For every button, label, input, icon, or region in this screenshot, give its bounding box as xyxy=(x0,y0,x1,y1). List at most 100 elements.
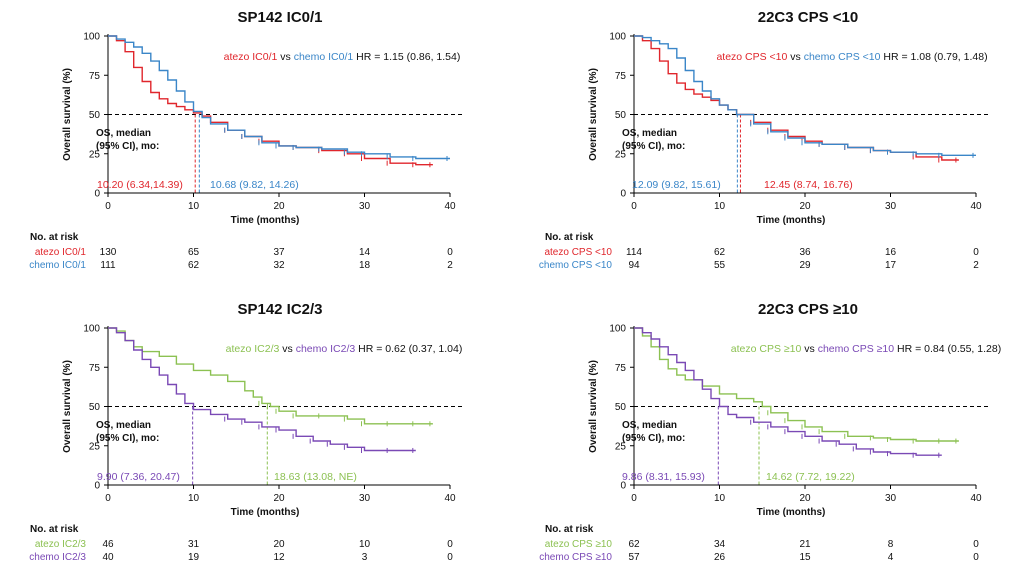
chart-title: SP142 IC2/3 xyxy=(237,301,322,318)
y-axis-label: Overall survival (%) xyxy=(588,68,599,161)
risk-row-label: atezo IC0/1 xyxy=(35,247,87,258)
os-median-heading: OS, median xyxy=(622,420,677,431)
risk-table-header: No. at risk xyxy=(545,232,594,243)
risk-count: 0 xyxy=(973,552,979,563)
x-tick-label: 20 xyxy=(273,493,285,504)
y-tick-label: 100 xyxy=(609,324,626,335)
risk-table-header: No. at risk xyxy=(30,232,79,243)
y-tick-label: 25 xyxy=(615,441,627,452)
risk-count: 8 xyxy=(888,539,894,550)
x-tick-label: 10 xyxy=(188,201,200,212)
y-tick-label: 75 xyxy=(615,363,627,374)
x-tick-label: 30 xyxy=(359,493,371,504)
legend-series-a: atezo IC2/3 xyxy=(226,343,283,355)
risk-count: 46 xyxy=(102,539,114,550)
median-label-b: 10.68 (9.82, 14.26) xyxy=(210,179,299,191)
os-median-heading: OS, median xyxy=(96,420,151,431)
risk-count: 31 xyxy=(188,539,200,550)
risk-count: 4 xyxy=(888,552,894,563)
risk-count: 16 xyxy=(885,247,897,258)
legend-vs: vs xyxy=(282,343,295,355)
risk-count: 0 xyxy=(973,247,979,258)
risk-count: 130 xyxy=(100,247,117,258)
hazard-ratio: HR = 0.84 (0.55, 1.28) xyxy=(897,343,1001,355)
chart-title: 22C3 CPS ≥10 xyxy=(758,301,858,318)
hazard-ratio: HR = 1.15 (0.86, 1.54) xyxy=(356,51,460,63)
risk-count: 32 xyxy=(273,260,285,271)
y-tick-label: 0 xyxy=(94,481,100,492)
legend-vs: vs xyxy=(280,51,293,63)
risk-count: 57 xyxy=(628,552,640,563)
x-tick-label: 40 xyxy=(444,493,456,504)
y-axis-label: Overall survival (%) xyxy=(62,68,73,161)
y-tick-label: 50 xyxy=(615,402,627,413)
legend-series-b: chemo CPS <10 xyxy=(804,51,884,63)
risk-count: 94 xyxy=(628,260,640,271)
risk-count: 21 xyxy=(799,539,811,550)
risk-count: 37 xyxy=(273,247,285,258)
risk-count: 55 xyxy=(714,260,726,271)
y-axis-label: Overall survival (%) xyxy=(588,360,599,453)
risk-count: 65 xyxy=(188,247,200,258)
x-tick-label: 0 xyxy=(105,201,111,212)
hazard-ratio: HR = 1.08 (0.79, 1.48) xyxy=(883,51,987,63)
y-tick-label: 25 xyxy=(89,441,101,452)
risk-count: 34 xyxy=(714,539,726,550)
x-tick-label: 20 xyxy=(273,201,285,212)
risk-row-label: atezo CPS <10 xyxy=(544,247,612,258)
chart-title: SP142 IC0/1 xyxy=(237,9,322,26)
risk-count: 2 xyxy=(447,260,453,271)
median-label-a: 18.63 (13.08, NE) xyxy=(274,471,357,483)
risk-table-header: No. at risk xyxy=(30,524,79,535)
legend-series-b: chemo CPS ≥10 xyxy=(818,343,897,355)
hr-legend: atezo CPS <10 vs chemo CPS <10 HR = 1.08… xyxy=(716,51,987,63)
risk-count: 14 xyxy=(359,247,371,258)
legend-vs: vs xyxy=(790,51,803,63)
y-tick-label: 50 xyxy=(615,110,627,121)
risk-table-header: No. at risk xyxy=(545,524,594,535)
x-tick-label: 10 xyxy=(188,493,200,504)
x-tick-label: 40 xyxy=(444,201,456,212)
median-label-a: 14.62 (7.72, 19.22) xyxy=(766,471,855,483)
risk-row-label: chemo CPS ≥10 xyxy=(539,552,612,563)
risk-count: 17 xyxy=(885,260,897,271)
risk-count: 29 xyxy=(799,260,811,271)
y-tick-label: 75 xyxy=(89,71,101,82)
risk-count: 62 xyxy=(628,539,640,550)
survival-curve-b xyxy=(634,327,942,456)
median-label-a: 10.20 (6.34,14.39) xyxy=(97,179,183,191)
x-tick-label: 0 xyxy=(631,493,637,504)
median-label-a: 12.45 (8.74, 16.76) xyxy=(764,179,853,191)
x-tick-label: 40 xyxy=(970,493,982,504)
survival-curve-a xyxy=(634,327,959,442)
survival-curve-b xyxy=(108,327,416,452)
x-tick-label: 20 xyxy=(799,201,811,212)
legend-series-a: atezo CPS ≥10 xyxy=(731,343,804,355)
risk-count: 111 xyxy=(100,260,116,271)
y-tick-label: 25 xyxy=(89,149,101,160)
risk-row-label: chemo IC2/3 xyxy=(29,552,86,563)
risk-count: 0 xyxy=(447,552,453,563)
median-label-b: 12.09 (9.82, 15.61) xyxy=(632,179,721,191)
survival-curve-a xyxy=(108,327,433,425)
risk-row-label: chemo CPS <10 xyxy=(539,260,613,271)
risk-count: 114 xyxy=(626,247,642,258)
x-tick-label: 0 xyxy=(105,493,111,504)
y-tick-label: 0 xyxy=(620,481,626,492)
hr-legend: atezo IC0/1 vs chemo IC0/1 HR = 1.15 (0.… xyxy=(224,51,461,63)
median-label-b: 9.86 (8.31, 15.93) xyxy=(622,471,705,483)
os-median-subheading: (95% CI), mo: xyxy=(622,433,685,444)
os-median-subheading: (95% CI), mo: xyxy=(622,141,685,152)
x-tick-label: 0 xyxy=(631,201,637,212)
os-median-heading: OS, median xyxy=(622,128,677,139)
risk-count: 3 xyxy=(362,552,368,563)
x-tick-label: 30 xyxy=(885,201,897,212)
hazard-ratio: HR = 0.62 (0.37, 1.04) xyxy=(358,343,462,355)
legend-series-a: atezo IC0/1 xyxy=(224,51,281,63)
